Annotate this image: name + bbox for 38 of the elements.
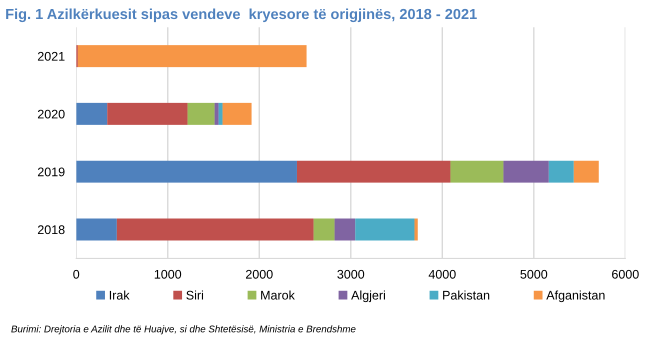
text: Burimi: Drejtoria e Azilit dhe të Huajve, si dhe Shtetësisë, Ministria e Brendshme xyxy=(11,325,356,334)
x-tick-label: 0 xyxy=(73,270,80,279)
legend-label: Pakistan xyxy=(443,290,490,300)
legend-label: Irak xyxy=(110,290,130,300)
bar xyxy=(107,102,188,125)
y-tick-label: 2018 xyxy=(38,225,65,234)
bar xyxy=(214,102,219,125)
x-tick-label: 1000 xyxy=(154,270,182,279)
y-tick-label: 2020 xyxy=(38,110,65,119)
bar xyxy=(222,102,252,125)
bar xyxy=(574,160,599,183)
bar xyxy=(334,218,356,240)
x-tick-label: 6000 xyxy=(612,270,639,279)
bar xyxy=(503,160,549,183)
bar xyxy=(78,45,307,68)
bar xyxy=(314,218,335,240)
bar xyxy=(116,218,314,240)
y-tick-label: 2021 xyxy=(38,52,65,61)
bar xyxy=(76,218,117,240)
bar xyxy=(355,218,414,240)
x-tick-label: 4000 xyxy=(428,270,456,279)
x-tick-label: 3000 xyxy=(337,270,364,279)
bar xyxy=(188,102,215,125)
legend-label: Marok xyxy=(261,290,295,300)
x-tick-label: 5000 xyxy=(520,270,548,279)
legend-label: Siri xyxy=(186,290,204,300)
bar xyxy=(76,102,108,125)
bar xyxy=(414,218,418,240)
bar xyxy=(548,160,574,183)
y-tick-label: 2019 xyxy=(38,168,65,176)
bar xyxy=(218,102,223,125)
bar xyxy=(450,160,504,183)
legend-label: Afganistan xyxy=(546,290,605,302)
chart-title: Fig. 1 Azilkërkuesit sipas vendeve kryesore të origjinës, 2018 - 2021 xyxy=(6,8,477,22)
legend-label: Algjeri xyxy=(351,290,385,302)
bar xyxy=(296,160,450,183)
bar xyxy=(76,160,297,183)
x-tick-label: 2000 xyxy=(246,270,273,279)
